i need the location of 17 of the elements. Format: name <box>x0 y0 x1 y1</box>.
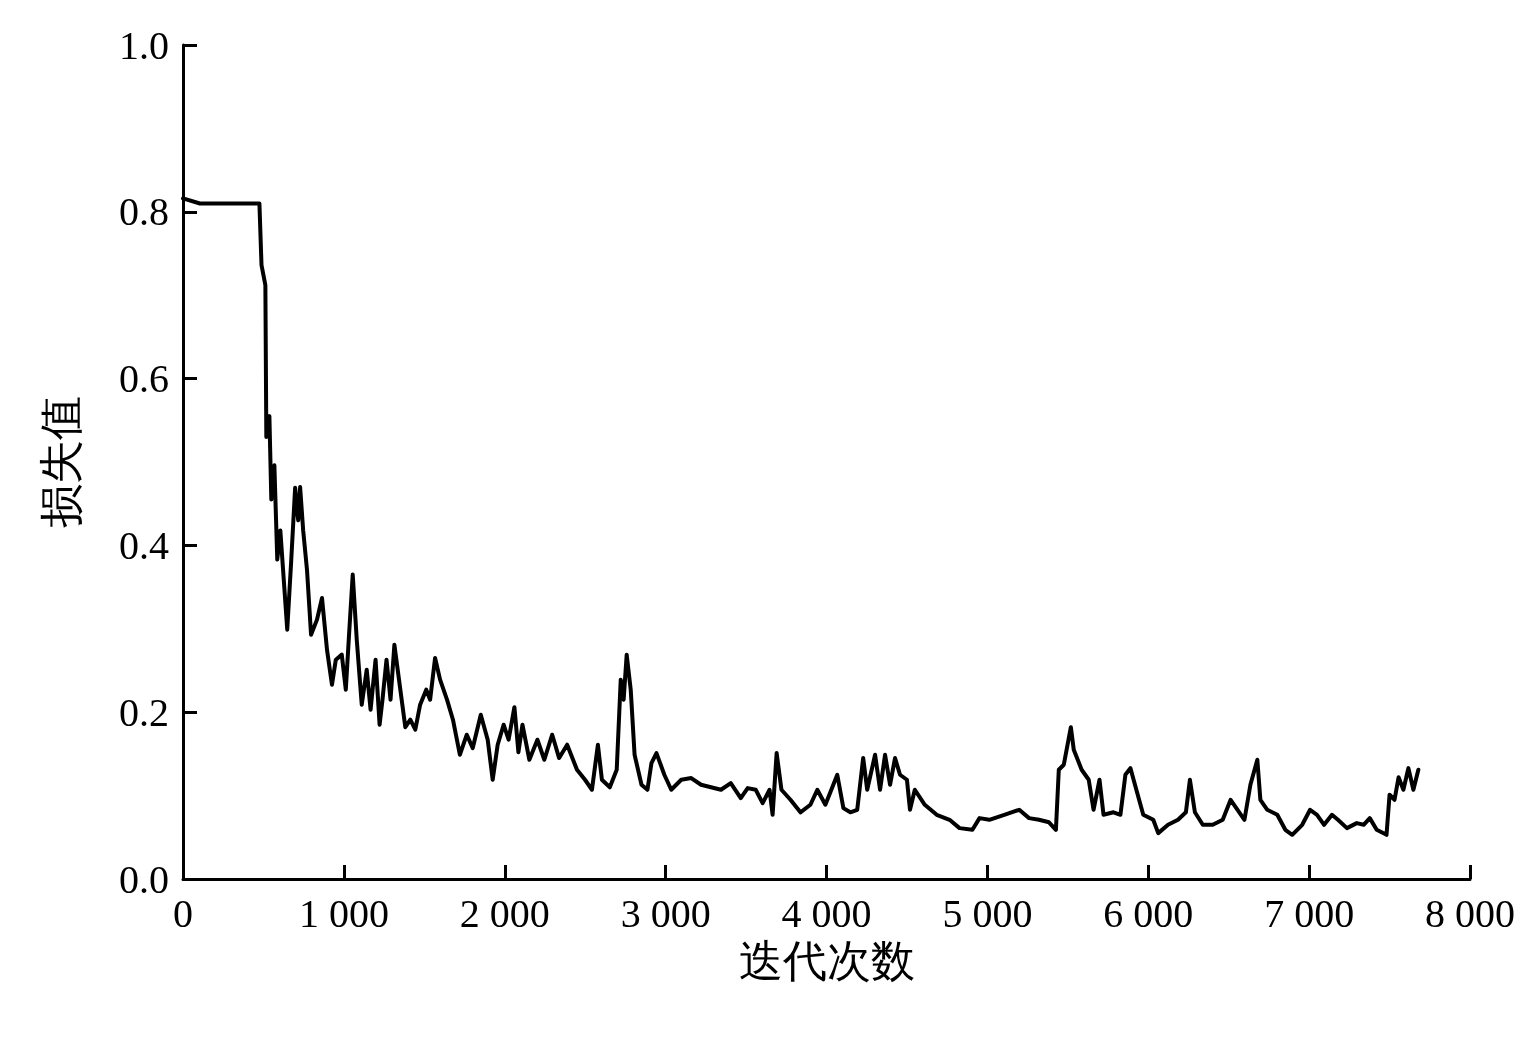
x-tick-label: 2 000 <box>459 890 550 936</box>
x-tick-label: 4 000 <box>781 890 872 936</box>
x-tick-label: 0 <box>173 890 193 936</box>
y-tick-label: 0.2 <box>119 689 169 735</box>
y-tick-label: 1.0 <box>119 22 169 68</box>
y-tick-label: 0.6 <box>119 356 169 402</box>
x-tick-label: 6 000 <box>1103 890 1194 936</box>
y-tick-label: 0.8 <box>119 189 169 235</box>
x-tick-label: 8 000 <box>1425 890 1515 936</box>
y-axis-title: 损失值 <box>36 396 86 528</box>
x-tick-label: 3 000 <box>620 890 711 936</box>
x-axis-title: 迭代次数 <box>738 936 915 986</box>
y-tick-label: 0.4 <box>119 522 169 568</box>
x-tick-label: 5 000 <box>942 890 1033 936</box>
y-tick-label: 0.0 <box>119 856 169 902</box>
x-tick-label: 7 000 <box>1264 890 1355 936</box>
x-tick-label: 1 000 <box>298 890 389 936</box>
